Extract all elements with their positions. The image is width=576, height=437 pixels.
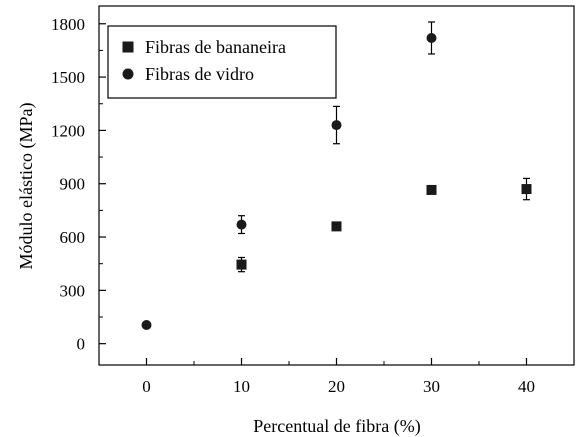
x-axis-title: Percentual de fibra (%) bbox=[253, 416, 420, 437]
data-point-series-1 bbox=[331, 221, 342, 232]
y-tick-label: 900 bbox=[60, 175, 86, 194]
data-point-series-2 bbox=[426, 32, 437, 43]
legend-marker-square-icon bbox=[122, 41, 134, 53]
x-tick-label: 40 bbox=[518, 377, 535, 396]
x-tick-label: 0 bbox=[142, 377, 151, 396]
x-tick-label: 30 bbox=[423, 377, 440, 396]
data-point-series-2 bbox=[236, 219, 247, 230]
data-point-series-2 bbox=[141, 320, 152, 331]
legend: Fibras de bananeira Fibras de vidro bbox=[107, 25, 337, 99]
legend-box bbox=[107, 25, 337, 99]
legend-label-series-1: Fibras de bananeira bbox=[145, 37, 286, 57]
data-point-series-1 bbox=[521, 184, 532, 195]
x-tick-label: 10 bbox=[233, 377, 250, 396]
data-point-series-2 bbox=[331, 120, 342, 131]
y-tick-label: 300 bbox=[60, 281, 86, 300]
legend-marker-circle-icon bbox=[122, 68, 134, 80]
data-point-series-1 bbox=[236, 259, 247, 270]
marks bbox=[141, 21, 532, 331]
y-tick-label: 1200 bbox=[51, 121, 85, 140]
y-tick-label: 600 bbox=[60, 228, 86, 247]
data-point-series-1 bbox=[426, 184, 437, 195]
y-axis-title: Módulo elástico (MPa) bbox=[16, 103, 37, 270]
y-tick-label: 1500 bbox=[51, 68, 85, 87]
legend-label-series-2: Fibras de vidro bbox=[145, 64, 254, 84]
y-tick-label: 1800 bbox=[51, 15, 85, 34]
x-tick-label: 20 bbox=[328, 377, 345, 396]
axes: 0 10 20 30 40 0 300 600 900 1200 1500 1800 bbox=[51, 15, 575, 396]
y-tick-label: 0 bbox=[77, 335, 86, 354]
